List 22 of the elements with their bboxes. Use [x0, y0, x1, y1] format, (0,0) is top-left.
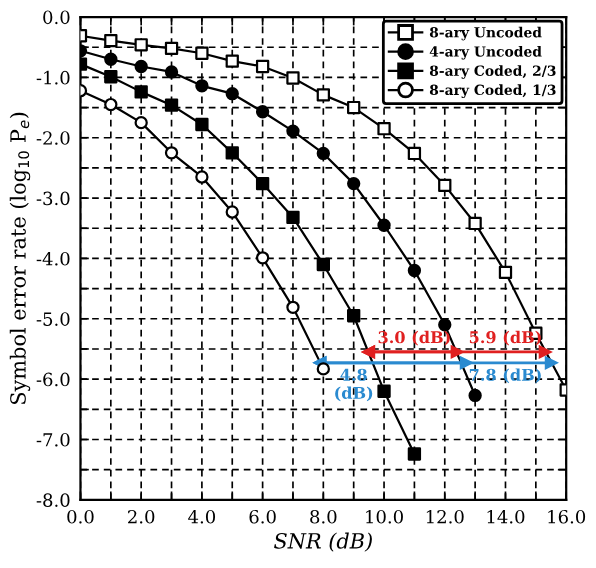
y-tick-label: 0.0 — [43, 10, 70, 25]
y-tick-label: -4.0 — [36, 251, 70, 266]
x-tick-label: 0.0 — [67, 509, 94, 524]
x-tick-label: 12.0 — [426, 509, 464, 524]
x-tick-label: 10.0 — [366, 509, 403, 524]
annotation: 3.0 (dB) — [378, 330, 450, 346]
y-tick-label: -2.0 — [36, 131, 70, 145]
y-tick-label: -3.0 — [36, 191, 70, 206]
x-tick-label: 6.0 — [249, 509, 276, 524]
x-tick-label: 16.0 — [548, 509, 586, 524]
y-tick-label: -7.0 — [36, 432, 70, 447]
y-tick-label: -8.0 — [36, 493, 70, 507]
x-tick-label: 4.0 — [188, 509, 216, 524]
y-tick-label: -6.0 — [36, 372, 70, 387]
x-tick-label: 2.0 — [128, 509, 155, 524]
x-axis-title: SNR (dB) — [274, 532, 372, 552]
x-tick-label: 14.0 — [487, 509, 525, 524]
x-tick-label: 8.0 — [310, 509, 337, 524]
y-tick-label: -5.0 — [36, 312, 70, 326]
y-tick-label: -1.0 — [36, 70, 70, 85]
annotation: 4.8 (dB) — [335, 368, 373, 402]
y-axis-title: Symbol error rate (log$_{10}$ P$_{e}$) — [9, 112, 31, 404]
